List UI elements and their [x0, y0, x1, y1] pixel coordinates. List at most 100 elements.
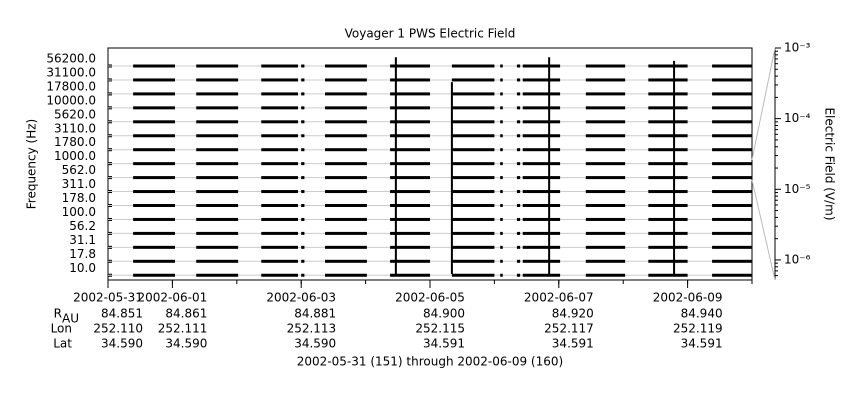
- trace-segment: [516, 64, 521, 68]
- trace-segment: [325, 162, 367, 166]
- trace-segment: [500, 204, 503, 207]
- trace-segment: [516, 190, 521, 194]
- trace-segment: [301, 78, 305, 82]
- y-tick-label: 1780.0: [54, 135, 96, 149]
- trace-segment: [390, 176, 430, 180]
- trace-segment: [516, 78, 521, 82]
- trace-segment: [585, 120, 626, 124]
- trace-segment: [196, 231, 239, 235]
- trace-segment: [301, 231, 305, 235]
- y2-tick-label: 10⁻⁴: [784, 111, 811, 125]
- trace-segment: [648, 134, 688, 138]
- trace-segment: [516, 134, 521, 138]
- trace-segment: [325, 204, 367, 207]
- trace-segment: [390, 162, 430, 166]
- trace-segment: [522, 162, 561, 166]
- x-tick-label: 2002-05-31: [73, 291, 143, 305]
- trace-segment: [712, 245, 752, 249]
- trace-segment: [451, 217, 495, 221]
- ephemeris-value: 252.110: [93, 322, 143, 336]
- trace-segment: [522, 245, 561, 249]
- trace-segment: [390, 134, 430, 138]
- trace-segment: [451, 120, 495, 124]
- trace-segment: [585, 64, 626, 68]
- trace-segment: [516, 273, 521, 277]
- trace-segment: [133, 259, 175, 263]
- trace-segment: [712, 162, 752, 166]
- y-tick-label: 3110.0: [54, 121, 96, 135]
- trace-segment: [133, 176, 175, 180]
- trace-segment: [301, 134, 305, 138]
- trace-segment: [451, 92, 495, 96]
- trace-segment: [522, 204, 561, 207]
- y-tick-label: 31.1: [69, 233, 96, 247]
- connector: [751, 179, 776, 281]
- trace-segment: [500, 176, 503, 180]
- trace-segment: [196, 273, 239, 277]
- ephemeris-value: 34.590: [165, 337, 207, 351]
- trace-segment: [196, 190, 239, 194]
- trace-segment: [516, 92, 521, 96]
- trace-segment: [522, 217, 561, 221]
- trace-segment: [500, 106, 503, 110]
- trace-segment: [261, 204, 298, 207]
- trace-segment: [585, 78, 626, 82]
- trace-segment: [648, 190, 688, 194]
- trace-segment: [261, 134, 298, 138]
- trace-segment: [133, 78, 175, 82]
- trace-segment: [585, 134, 626, 138]
- y-tick-label: 562.0: [62, 163, 96, 177]
- trace-segment: [500, 273, 503, 277]
- trace-segment: [133, 92, 175, 96]
- trace-segment: [648, 217, 688, 221]
- y-axis-label: Frequency (Hz): [25, 119, 39, 210]
- trace-segment: [648, 162, 688, 166]
- trace-segment: [585, 176, 626, 180]
- trace-segment: [196, 106, 239, 110]
- trace-segment: [325, 78, 367, 82]
- trace-segment: [390, 78, 430, 82]
- trace-segment: [500, 245, 503, 249]
- x-tick-label: 2002-06-09: [653, 291, 723, 305]
- trace-segment: [648, 92, 688, 96]
- trace-segment: [390, 148, 430, 152]
- trace-segment: [325, 259, 367, 263]
- ephemeris-value: 84.851: [101, 307, 143, 321]
- ephemeris-label: R: [54, 307, 62, 321]
- trace-segment: [712, 259, 752, 263]
- trace-segment: [522, 273, 561, 277]
- trace-segment: [648, 176, 688, 180]
- trace-segment: [516, 176, 521, 180]
- trace-segment: [451, 162, 495, 166]
- trace-segment: [585, 273, 626, 277]
- x-tick-label: 2002-06-03: [266, 291, 336, 305]
- trace-segment: [196, 162, 239, 166]
- ephemeris-value: 34.590: [294, 337, 336, 351]
- trace-segment: [301, 190, 305, 194]
- trace-segment: [500, 217, 503, 221]
- y-tick-label: 1000.0: [54, 149, 96, 163]
- ephemeris-value: 84.920: [552, 307, 594, 321]
- connector: [751, 47, 776, 161]
- trace-segment: [500, 120, 503, 124]
- trace-segment: [196, 176, 239, 180]
- trace-segment: [712, 273, 752, 277]
- trace-segment: [261, 78, 298, 82]
- trace-segment: [325, 231, 367, 235]
- y-tick-label: 10.0: [69, 261, 96, 275]
- trace-segment: [325, 176, 367, 180]
- trace-segment: [451, 204, 495, 207]
- trace-segment: [196, 92, 239, 96]
- trace-segment: [390, 190, 430, 194]
- trace-segment: [585, 245, 626, 249]
- ephemeris-value: 34.591: [552, 337, 594, 351]
- trace-segment: [451, 64, 495, 68]
- trace-segment: [500, 259, 503, 263]
- trace-segment: [712, 92, 752, 96]
- trace-segment: [133, 231, 175, 235]
- trace-segment: [301, 204, 305, 207]
- trace-segment: [522, 92, 561, 96]
- trace-segment: [261, 259, 298, 263]
- trace-segment: [301, 64, 305, 68]
- trace-segment: [712, 120, 752, 124]
